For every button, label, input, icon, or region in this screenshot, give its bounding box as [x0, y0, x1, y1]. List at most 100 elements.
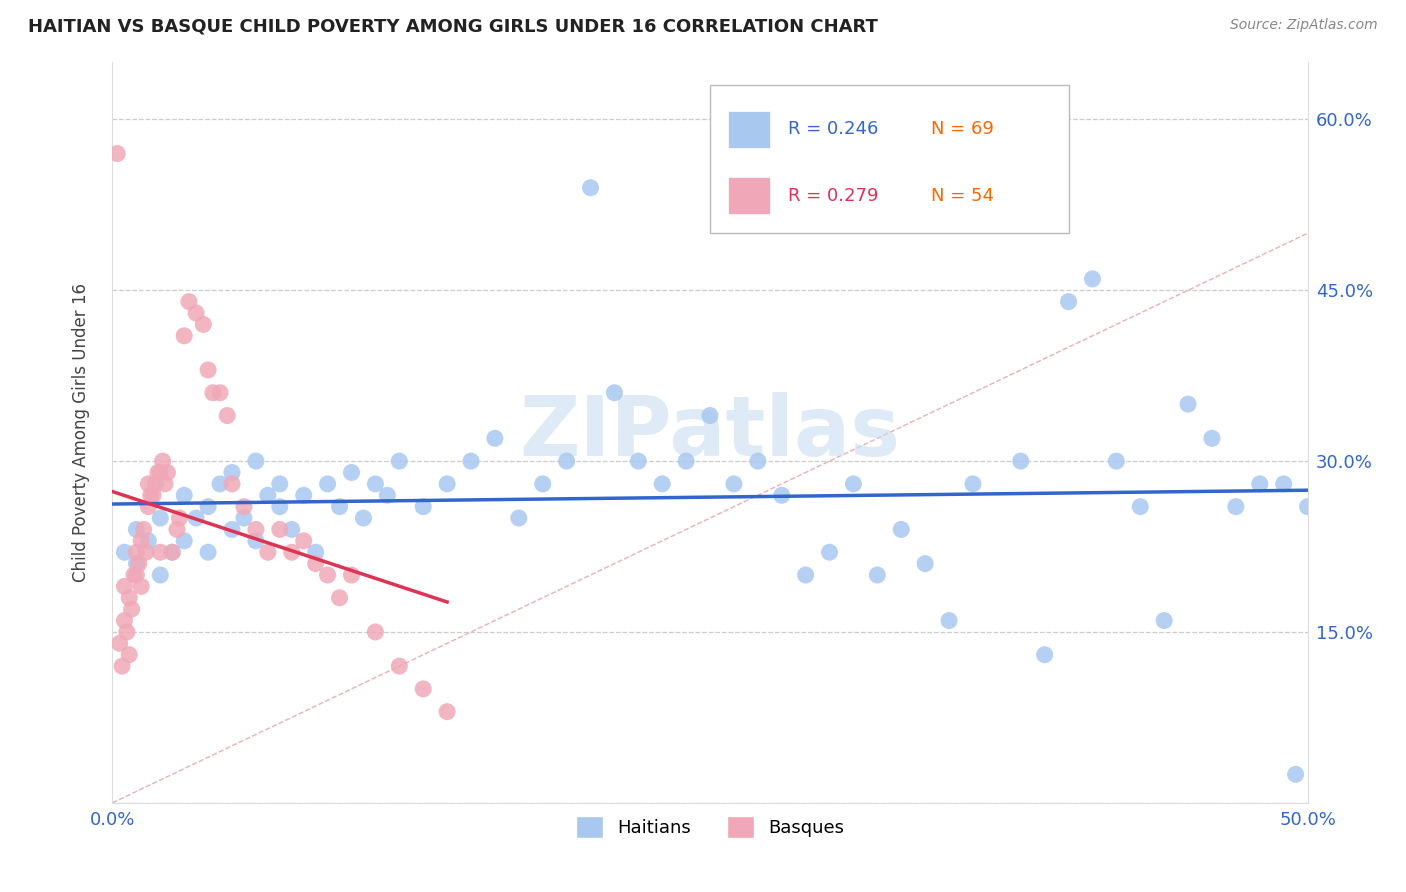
Point	[108, 636, 131, 650]
Point	[579, 180, 602, 194]
Y-axis label: Child Poverty Among Girls Under 16: Child Poverty Among Girls Under 16	[72, 283, 90, 582]
Text: HAITIAN VS BASQUE CHILD POVERTY AMONG GIRLS UNDER 16 CORRELATION CHART: HAITIAN VS BASQUE CHILD POVERTY AMONG GI…	[28, 18, 877, 36]
Point	[129, 533, 152, 548]
Point	[1081, 272, 1104, 286]
Point	[770, 488, 793, 502]
Point	[125, 557, 148, 571]
Point	[329, 500, 352, 514]
Point	[316, 476, 339, 491]
Point	[129, 579, 152, 593]
Point	[794, 568, 817, 582]
Point	[340, 466, 363, 480]
Point	[352, 511, 374, 525]
Point	[651, 476, 673, 491]
Point	[842, 476, 865, 491]
Point	[508, 511, 530, 525]
Point	[149, 511, 172, 525]
Text: ZIPatlas: ZIPatlas	[520, 392, 900, 473]
Point	[412, 500, 434, 514]
Point	[245, 454, 267, 468]
Point	[125, 523, 148, 537]
Point	[166, 523, 188, 537]
Text: N = 69: N = 69	[931, 120, 994, 138]
Point	[1153, 614, 1175, 628]
Point	[818, 545, 841, 559]
Point	[169, 511, 191, 525]
Point	[316, 568, 339, 582]
Point	[105, 146, 128, 161]
Point	[747, 454, 769, 468]
Point	[281, 523, 304, 537]
Point	[149, 545, 172, 559]
Point	[186, 306, 208, 320]
Point	[257, 545, 280, 559]
Point	[209, 476, 232, 491]
Point	[257, 488, 280, 502]
Point	[1033, 648, 1056, 662]
Point	[173, 533, 195, 548]
Point	[675, 454, 697, 468]
Point	[221, 476, 243, 491]
Point	[436, 705, 458, 719]
Point	[146, 466, 169, 480]
Point	[121, 602, 143, 616]
Point	[699, 409, 721, 423]
Point	[193, 318, 215, 332]
Point	[209, 385, 232, 400]
Point	[603, 385, 626, 400]
Point	[149, 466, 172, 480]
Point	[1285, 767, 1308, 781]
Point	[1249, 476, 1271, 491]
Point	[153, 476, 176, 491]
Point	[142, 488, 165, 502]
Point	[177, 294, 200, 309]
Point	[114, 579, 135, 593]
Point	[962, 476, 984, 491]
Point	[135, 545, 157, 559]
Bar	[728, 111, 770, 147]
Point	[890, 523, 912, 537]
Text: R = 0.246: R = 0.246	[787, 120, 879, 138]
Point	[145, 476, 167, 491]
Point	[1272, 476, 1295, 491]
Point	[1057, 294, 1080, 309]
Point	[436, 476, 458, 491]
Point	[388, 659, 411, 673]
Point	[329, 591, 352, 605]
Point	[152, 454, 174, 468]
Point	[149, 568, 172, 582]
Point	[1010, 454, 1032, 468]
Point	[484, 431, 506, 445]
FancyBboxPatch shape	[710, 85, 1069, 233]
Point	[197, 500, 219, 514]
Legend: Haitians, Basques: Haitians, Basques	[568, 809, 852, 846]
Point	[388, 454, 411, 468]
Point	[114, 614, 135, 628]
Point	[197, 363, 219, 377]
Point	[1225, 500, 1247, 514]
Point	[305, 557, 328, 571]
Point	[201, 385, 224, 400]
Point	[723, 476, 745, 491]
Point	[139, 488, 162, 502]
Point	[305, 545, 328, 559]
Point	[269, 500, 291, 514]
Point	[233, 511, 256, 525]
Point	[281, 545, 304, 559]
Point	[128, 557, 150, 571]
Point	[340, 568, 363, 582]
Point	[138, 533, 160, 548]
Point	[221, 466, 243, 480]
Point	[364, 624, 387, 639]
Point	[245, 523, 267, 537]
Point	[122, 568, 145, 582]
Point	[1296, 500, 1319, 514]
Point	[1201, 431, 1223, 445]
Point	[377, 488, 399, 502]
Point	[555, 454, 578, 468]
Point	[132, 523, 155, 537]
Point	[938, 614, 960, 628]
Point	[1105, 454, 1128, 468]
Point	[125, 568, 148, 582]
Point	[412, 681, 434, 696]
